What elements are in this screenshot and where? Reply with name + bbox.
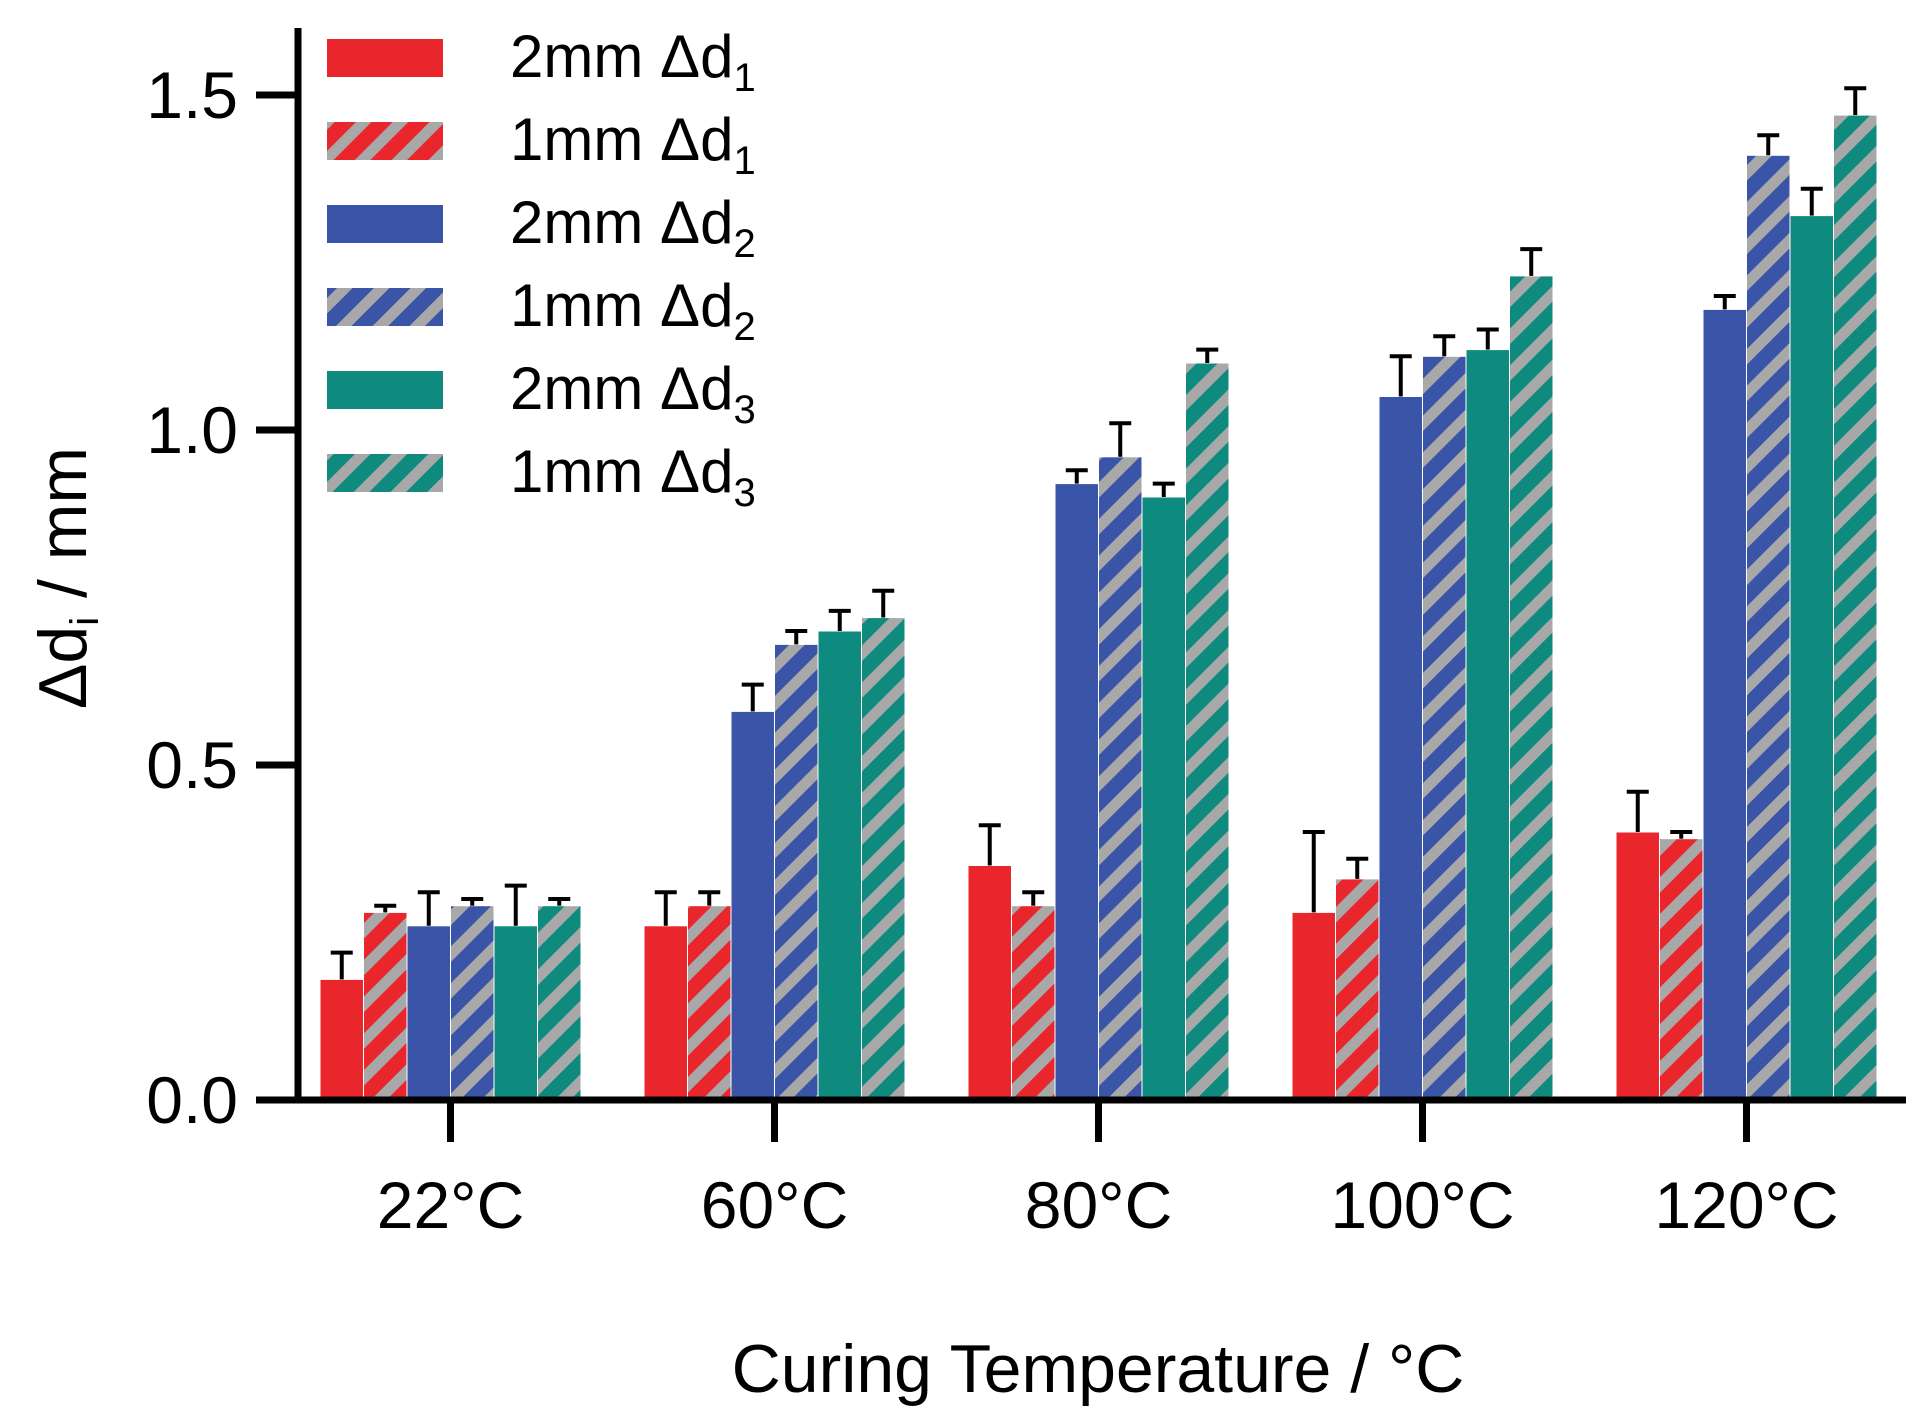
x-tick-label: 120°C: [1654, 1168, 1838, 1242]
legend-label-main: 2mm Δd: [510, 23, 733, 90]
bar: [1378, 396, 1423, 1101]
bar: [1702, 308, 1747, 1101]
legend-swatch: [327, 288, 443, 326]
bar: [1422, 355, 1467, 1101]
bar: [1615, 831, 1660, 1101]
bar: [1465, 349, 1510, 1101]
bar: [1011, 905, 1056, 1101]
bar: [1141, 496, 1186, 1101]
legend-swatch: [327, 205, 443, 243]
bar: [730, 710, 775, 1101]
legend-label: 1mm Δd1: [510, 106, 756, 183]
legend-label-subscript: 2: [733, 222, 755, 266]
bar: [363, 911, 408, 1101]
bar: [406, 925, 451, 1101]
legend-label-subscript: 3: [733, 388, 755, 432]
y-axis-title-unit: / mm: [25, 447, 101, 617]
bar: [450, 905, 495, 1101]
legend-label: 1mm Δd2: [510, 272, 756, 349]
legend-label-main: 1mm Δd: [510, 272, 733, 339]
bar: [1789, 215, 1834, 1101]
bar: [319, 978, 364, 1101]
x-tick-label: 80°C: [1025, 1168, 1172, 1242]
bar: [1098, 456, 1143, 1101]
legend-label-main: 2mm Δd: [510, 355, 733, 422]
legend-label: 1mm Δd3: [510, 438, 756, 515]
legend-label-subscript: 3: [733, 471, 755, 515]
bar: [1509, 275, 1554, 1101]
legend-label-main: 2mm Δd: [510, 189, 733, 256]
bar: [861, 617, 906, 1101]
y-tick-label: 1.0: [146, 393, 238, 467]
legend-swatch: [327, 122, 443, 160]
x-tick-label: 100°C: [1330, 1168, 1514, 1242]
legend-label: 2mm Δd1: [510, 23, 756, 100]
bar: [1335, 878, 1380, 1101]
legend-label-main: 1mm Δd: [510, 438, 733, 505]
bar: [687, 905, 732, 1101]
bar: [537, 905, 582, 1101]
legend-label-main: 1mm Δd: [510, 106, 733, 173]
bar: [643, 925, 688, 1101]
x-tick-label: 60°C: [701, 1168, 848, 1242]
x-tick-label: 22°C: [377, 1168, 524, 1242]
legend-label-subscript: 2: [733, 305, 755, 349]
bar: [774, 643, 819, 1101]
legend-label: 2mm Δd2: [510, 189, 756, 266]
bar: [967, 865, 1012, 1101]
axes: 22°C 60°C 80°C 100°C 120°C 0.0 0.5 1.0 1.5: [146, 28, 1906, 1242]
legend-label-subscript: 1: [733, 139, 755, 183]
bar: [1054, 483, 1099, 1101]
plot-area: [319, 86, 1878, 1101]
bar: [1659, 838, 1704, 1101]
y-axis-title-main: Δd: [25, 626, 101, 709]
y-tick-label: 1.5: [146, 58, 238, 132]
legend-swatch: [327, 371, 443, 409]
legend-swatch: [327, 454, 443, 492]
bar: [493, 925, 538, 1101]
y-axis-title-subscript: i: [63, 617, 107, 626]
legend-swatch: [327, 39, 443, 77]
bar: [817, 630, 862, 1101]
bar: [1746, 154, 1791, 1101]
x-axis-title: Curing Temperature / °C: [732, 1331, 1465, 1407]
legend-label: 2mm Δd3: [510, 355, 756, 432]
legend-label-subscript: 1: [733, 56, 755, 100]
bar: [1833, 114, 1878, 1101]
y-tick-label: 0.0: [146, 1063, 238, 1137]
y-axis-title: Δdi / mm: [25, 447, 107, 709]
bar: [1291, 911, 1336, 1101]
y-tick-label: 0.5: [146, 728, 238, 802]
bar: [1185, 362, 1230, 1101]
